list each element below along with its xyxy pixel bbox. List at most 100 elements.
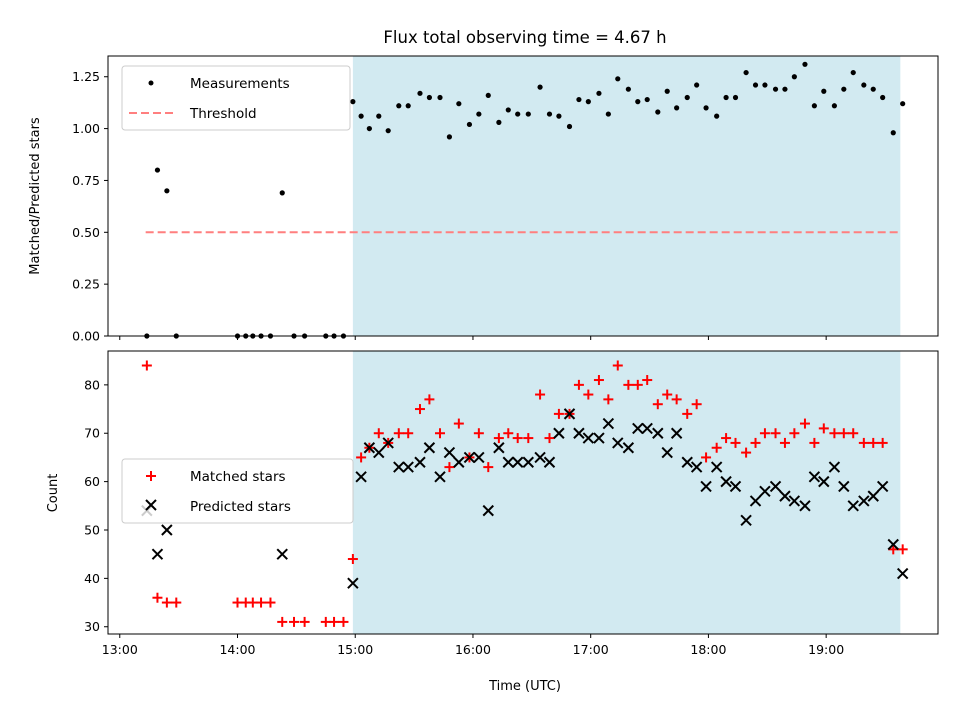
y-tick-label: 1.00 xyxy=(72,121,100,136)
matched-stars-point xyxy=(435,428,445,439)
matched-stars-point xyxy=(473,428,484,439)
measurement-point xyxy=(385,128,391,134)
matched-stars-point xyxy=(721,433,732,444)
measurement-point xyxy=(861,82,867,88)
measurement-point xyxy=(841,86,847,92)
matched-stars-point xyxy=(373,428,384,439)
measurement-point xyxy=(811,103,817,109)
predicted-stars-point xyxy=(522,456,535,468)
matched-stars-point xyxy=(393,428,404,439)
matched-stars-point xyxy=(701,452,712,463)
observing-window-shade xyxy=(352,351,901,634)
legend-matched-marker xyxy=(146,471,156,481)
matched-stars-point xyxy=(612,360,623,371)
measurement-point xyxy=(791,74,797,80)
matched-stars-point xyxy=(338,616,349,627)
predicted-stars-point xyxy=(382,437,394,449)
predicted-stars-point xyxy=(847,500,859,512)
matched-stars-point xyxy=(789,428,800,439)
measurement-point xyxy=(674,105,680,111)
measurement-point xyxy=(525,111,531,117)
y-tick-label: 60 xyxy=(84,474,100,489)
measurement-point xyxy=(655,109,661,115)
measurement-point xyxy=(900,101,906,107)
predicted-stars-point xyxy=(602,417,615,430)
x-tick-label: 13:00 xyxy=(102,642,138,657)
matched-stars-point xyxy=(424,394,435,405)
matched-stars-point xyxy=(829,428,840,439)
counts-y-ticks: 30 40 50 60 70 80 xyxy=(84,377,108,634)
predicted-stars-point xyxy=(838,480,850,493)
ratio-y-ticks: 0.00 0.25 0.50 0.75 1.00 1.25 xyxy=(72,69,108,344)
matched-stars-point xyxy=(573,379,584,390)
predicted-stars-point xyxy=(858,495,870,507)
predicted-stars-point xyxy=(463,451,476,464)
predicted-stars-point xyxy=(276,548,288,560)
y-tick-label: 30 xyxy=(84,619,100,634)
matched-stars-point xyxy=(523,433,534,444)
predicted-stars-point xyxy=(434,471,446,483)
predicted-stars-point xyxy=(482,504,494,517)
legend-threshold-label: Threshold xyxy=(189,106,257,122)
measurement-point xyxy=(279,190,285,196)
predicted-stars-point xyxy=(799,500,811,512)
matched-stars-point xyxy=(356,452,367,463)
matched-stars-point xyxy=(818,423,829,434)
measurement-point xyxy=(446,134,453,140)
measurement-point xyxy=(376,113,382,119)
measurement-point xyxy=(782,86,788,92)
counts-panel: 30 40 50 60 70 80 13:00 14:00 15:00 16:00 17:00 18… xyxy=(46,350,939,694)
ratio-panel: 0.00 0.25 0.50 0.75 1.00 1.25 Matched/Predict… xyxy=(28,55,939,344)
predicted-stars-point xyxy=(710,461,723,473)
x-tick-label: 17:00 xyxy=(573,642,609,657)
matched-stars-point xyxy=(493,433,504,444)
predicted-stars-point xyxy=(759,485,771,497)
measurement-point xyxy=(714,113,720,119)
matched-stars-point xyxy=(512,433,523,444)
predicted-stars-point xyxy=(641,422,653,435)
y-tick-label: 0.50 xyxy=(72,225,100,240)
predicted-stars-point xyxy=(788,495,801,507)
predicted-stars-point xyxy=(473,451,485,464)
measurement-point xyxy=(485,92,491,99)
measurement-point xyxy=(772,86,779,92)
measurement-point xyxy=(644,96,650,103)
legend-predicted-label: Predicted stars xyxy=(190,499,291,515)
predicted-stars-point xyxy=(414,456,426,468)
counts-legend-box xyxy=(121,458,354,524)
measurement-point xyxy=(802,61,808,67)
matched-stars-point xyxy=(583,389,594,400)
matched-stars-point xyxy=(770,428,781,439)
counts-axes-frame xyxy=(107,350,939,635)
predicted-stars-point xyxy=(612,437,624,449)
predicted-stars-point xyxy=(661,446,673,459)
predicted-stars-point xyxy=(161,524,173,536)
y-tick-label: 0.25 xyxy=(72,277,100,292)
predicted-stars-point xyxy=(423,442,436,454)
predicted-stars-point xyxy=(818,475,830,488)
y-tick-label: 0.75 xyxy=(72,173,100,188)
matched-stars-point xyxy=(779,437,790,448)
measurement-point xyxy=(615,76,621,82)
predicted-stars-point xyxy=(652,427,664,439)
matched-stars-point xyxy=(858,437,869,448)
y-tick-label: 80 xyxy=(84,377,100,392)
measurement-point xyxy=(880,94,886,101)
counts-legend: Matched stars Predicted stars xyxy=(121,458,354,524)
predicted-stars-point xyxy=(740,514,752,527)
matched-stars-point xyxy=(799,418,810,429)
legend-measurements-label: Measurements xyxy=(190,76,290,92)
matched-stars-point xyxy=(759,428,770,439)
predicted-stars-point xyxy=(632,422,644,435)
measurement-point xyxy=(164,188,170,194)
y-tick-label: 50 xyxy=(84,522,100,537)
matched-stars-point xyxy=(414,404,425,415)
predicted-stars-point xyxy=(511,456,524,468)
predicted-stars-point xyxy=(373,446,385,459)
matched-stars-point xyxy=(277,616,288,627)
measurement-point xyxy=(456,101,462,107)
matched-stars-point xyxy=(652,399,663,410)
predicted-stars-point xyxy=(593,432,605,444)
matched-stars-point xyxy=(691,399,702,410)
ratio-axes-frame xyxy=(107,55,939,337)
